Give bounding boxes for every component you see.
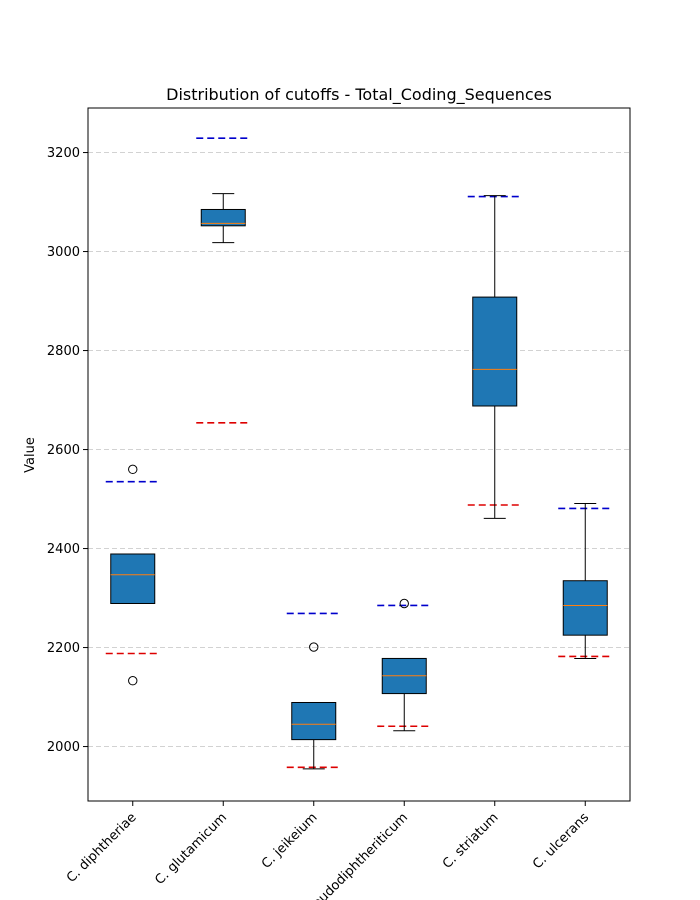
box-4 [381, 598, 427, 732]
plot-area-frame [87, 107, 631, 802]
box-iqr [472, 296, 518, 407]
box-iqr [200, 208, 246, 227]
box-3 [291, 642, 337, 770]
box-iqr [562, 580, 608, 636]
x-axis-ticks: C. diphtheriae C. glutamicum C. jeikeium C.… [64, 801, 592, 900]
box-iqr [110, 553, 156, 604]
y-tick-label: 3000 [47, 245, 80, 260]
cutoff-lines [105, 137, 613, 769]
y-tick-label: 2200 [47, 641, 80, 656]
y-tick-label: 3200 [47, 146, 80, 161]
box-2 [200, 193, 246, 244]
x-tick-label: C. striatum [440, 810, 502, 872]
chart-title: Distribution of cutoffs - Total_Coding_S… [166, 85, 552, 105]
box-5 [472, 195, 518, 519]
x-tick-label: C. ulcerans [530, 810, 592, 872]
y-tick-label: 2000 [47, 740, 80, 755]
outlier-point [309, 642, 319, 652]
outlier-point [128, 676, 138, 686]
box-1 [110, 464, 156, 686]
x-tick-label: C. jeikeium [259, 810, 321, 872]
y-axis-ticks: 2000 2200 2400 2600 2800 3000 3200 [47, 146, 88, 755]
y-tick-label: 2400 [47, 542, 80, 557]
outlier-point [399, 598, 409, 609]
grid-lines [88, 152, 630, 747]
x-tick-label: C. diphtheriae [64, 810, 140, 886]
boxes [110, 193, 608, 770]
y-tick-label: 2800 [47, 344, 80, 359]
y-tick-label: 2600 [47, 443, 80, 458]
x-tick-label: C. glutamicum [152, 810, 230, 888]
box-iqr [291, 701, 337, 741]
y-axis-label: Value [23, 437, 38, 473]
outlier-point [128, 464, 138, 475]
box-6 [562, 503, 608, 659]
